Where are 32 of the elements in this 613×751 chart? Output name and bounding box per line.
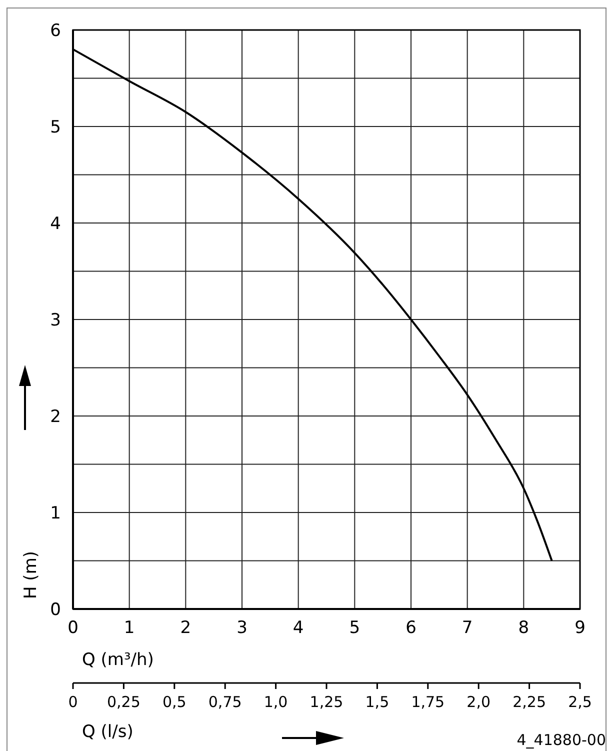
x-tick-label: 9 [574, 618, 586, 638]
x2-tick-label: 2,5 [568, 693, 592, 711]
x-tick-label: 8 [518, 618, 530, 638]
x2-tick-label: 1,25 [310, 693, 344, 711]
x2-tick-label: 2,25 [512, 693, 546, 711]
text: 4_41880-00 [516, 731, 606, 749]
y-axis-title: H (m) [21, 550, 41, 599]
x2-tick-label: 1,5 [365, 693, 390, 711]
x-tick-label: 7 [462, 618, 473, 638]
y-tick-label: 4 [50, 214, 61, 234]
x2-tick-label: 2,0 [466, 693, 491, 711]
y-tick-label: 2 [50, 407, 61, 427]
y-tick-label: 0 [50, 600, 61, 620]
x2-tick-label: 1,0 [264, 693, 288, 711]
x2-tick-label: 1,75 [411, 693, 445, 711]
x2-tick-label: 0,25 [106, 693, 140, 711]
x-axis-title: Q (m³/h) [82, 650, 154, 670]
y-tick-label: 1 [50, 504, 61, 524]
x-tick-label: 1 [124, 618, 135, 638]
x-tick-label: 4 [292, 618, 304, 638]
x2-tick-label: 0,5 [162, 693, 186, 711]
y-tick-label: 5 [50, 118, 61, 138]
x-tick-label: 0 [68, 618, 78, 638]
x-tick-label: 3 [236, 618, 248, 638]
x-tick-label: 6 [406, 618, 416, 638]
y-tick-label: 6 [50, 21, 61, 41]
x-tick-label: 2 [180, 618, 192, 638]
x-tick-label: 5 [349, 618, 360, 638]
x2-axis-title: Q (l/s) [82, 722, 134, 742]
y-tick-label: 3 [50, 310, 61, 330]
x2-tick-label: 0 [68, 693, 78, 711]
x2-tick-label: 0,75 [208, 693, 242, 711]
